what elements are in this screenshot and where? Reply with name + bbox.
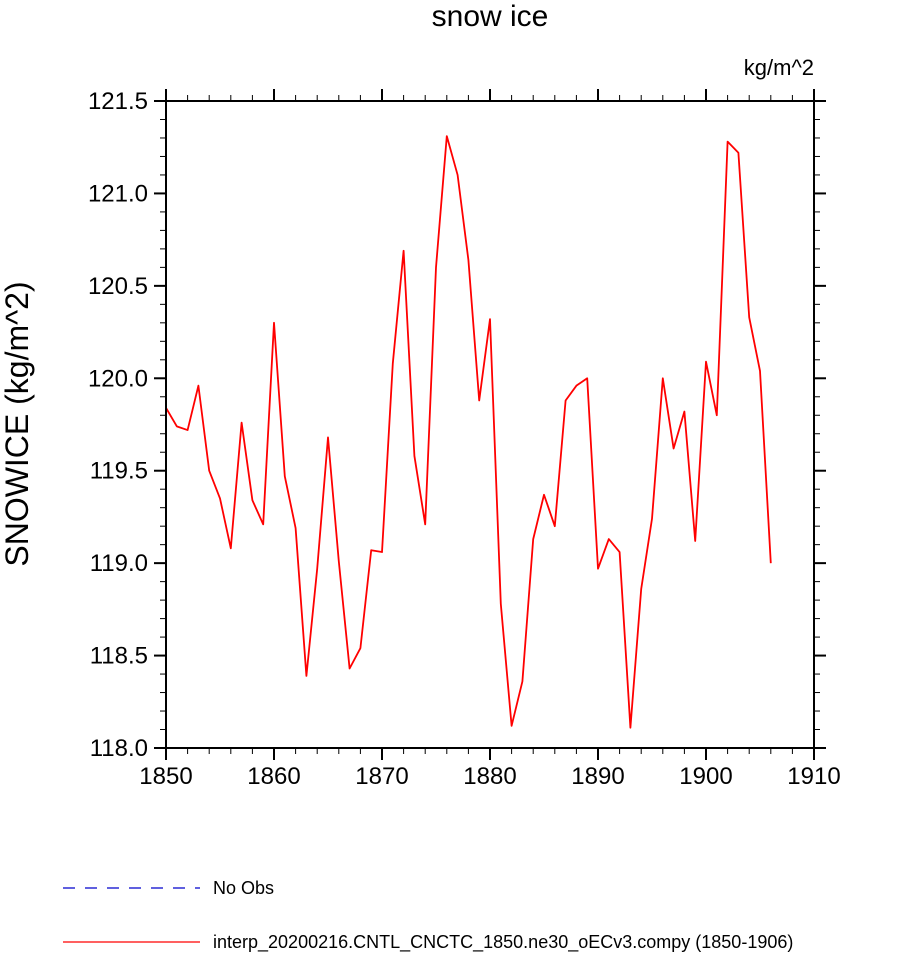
x-tick-label: 1900 (679, 763, 732, 790)
y-tick-label: 118.5 (90, 643, 148, 670)
y-tick-label: 119.5 (90, 458, 148, 485)
series-group (165, 135, 772, 729)
y-tick-label: 120.0 (88, 365, 148, 392)
y-tick-label: 121.0 (88, 180, 148, 207)
x-tick-label: 1870 (355, 763, 408, 790)
legend-label: No Obs (213, 878, 274, 898)
units-label: kg/m^2 (744, 55, 814, 80)
y-axis-label: SNOWICE (kg/m^2) (0, 281, 35, 566)
legend-label: interp_20200216.CNTL_CNCTC_1850.ne30_oEC… (213, 932, 793, 953)
x-tick-label: 1890 (571, 763, 624, 790)
y-tick-label: 121.5 (88, 88, 148, 115)
chart-title: snow ice (432, 0, 549, 33)
legend: No Obs interp_20200216.CNTL_CNCTC_1850.ne… (63, 878, 793, 953)
y-tick-label: 118.0 (90, 735, 148, 762)
series-line (165, 135, 772, 729)
plot-frame (165, 100, 815, 749)
x-tick-label: 1880 (463, 763, 516, 790)
y-tick-label: 119.0 (90, 550, 148, 577)
axis-tick-labels: 1850 1860 1870 1880 1890 1900 1910 118.0 118.5 11… (88, 88, 841, 790)
x-tick-label: 1850 (139, 763, 192, 790)
x-tick-label: 1910 (787, 763, 840, 790)
y-tick-label: 120.5 (88, 273, 148, 300)
x-tick-label: 1860 (247, 763, 300, 790)
